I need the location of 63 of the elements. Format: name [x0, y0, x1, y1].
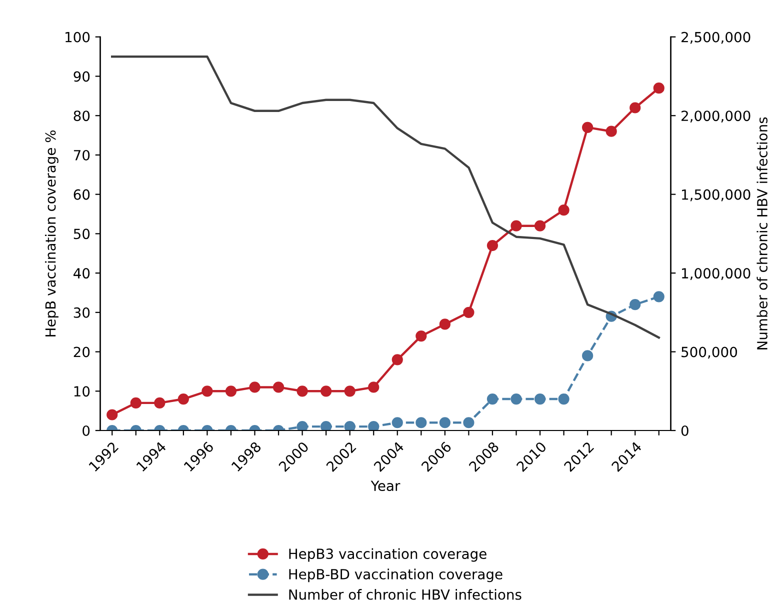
- point: [653, 82, 664, 94]
- point: [368, 421, 380, 430]
- y-tick-label: 90: [74, 71, 90, 82]
- y-tick-label: 40: [74, 268, 90, 279]
- legend-label: HepB-BD vaccination coverage: [289, 568, 502, 582]
- point: [582, 350, 594, 362]
- y-tick-label: 80: [74, 110, 90, 122]
- point: [178, 393, 189, 405]
- point: [510, 220, 522, 232]
- point: [463, 417, 474, 428]
- y2-tick-label: 2,500,000: [682, 32, 750, 44]
- point: [439, 417, 450, 428]
- y2-tick-label: 500,000: [682, 346, 738, 359]
- point: [225, 386, 237, 397]
- point: [416, 330, 427, 342]
- point: [486, 240, 498, 252]
- y2-tick-label: 0: [681, 425, 688, 436]
- legend-label: HepB3 vaccination coverage: [289, 548, 486, 562]
- y-tick-label: 50: [74, 228, 90, 240]
- point: [202, 386, 213, 397]
- point: [510, 393, 522, 405]
- x-axis-title: Year: [370, 480, 400, 492]
- y2-axis-title: Number of chronic HBV infections: [756, 117, 768, 350]
- point: [392, 354, 403, 366]
- point: [320, 386, 332, 397]
- y-tick-label: 70: [74, 150, 90, 160]
- y-axis-title: HepB vaccination coverage %: [45, 130, 58, 336]
- point: [630, 102, 641, 114]
- point: [653, 291, 664, 302]
- point: [463, 306, 474, 318]
- point: [296, 386, 308, 397]
- point: [320, 421, 332, 430]
- line-series: [111, 55, 660, 339]
- point: [534, 220, 546, 232]
- point: [582, 122, 594, 133]
- point: [558, 393, 570, 405]
- y-tick-label: 20: [74, 346, 90, 358]
- y2-tick-label: 1,000,000: [682, 268, 750, 280]
- y-tick-label: 30: [74, 307, 90, 318]
- point: [272, 382, 284, 393]
- y2-tick-label: 1,500,000: [682, 189, 750, 202]
- point: [630, 298, 641, 310]
- point: [392, 417, 403, 428]
- point: [439, 318, 450, 330]
- y2-tick-label: 2,000,000: [682, 110, 750, 123]
- y-tick-label: 100: [66, 32, 90, 42]
- point: [130, 397, 142, 409]
- point: [416, 417, 427, 428]
- legend-label: Number of chronic HBV infections: [289, 589, 522, 600]
- point: [249, 382, 260, 393]
- point: [154, 397, 166, 409]
- point: [296, 421, 308, 430]
- point: [106, 409, 118, 420]
- point: [534, 393, 546, 405]
- y-tick-label: 0: [82, 425, 90, 436]
- point: [486, 393, 498, 405]
- y-tick-label: 60: [74, 189, 90, 200]
- y-tick-label: 10: [74, 386, 90, 397]
- point: [344, 386, 356, 397]
- point: [606, 126, 617, 137]
- point: [558, 204, 570, 216]
- point: [344, 421, 356, 430]
- point: [368, 382, 380, 393]
